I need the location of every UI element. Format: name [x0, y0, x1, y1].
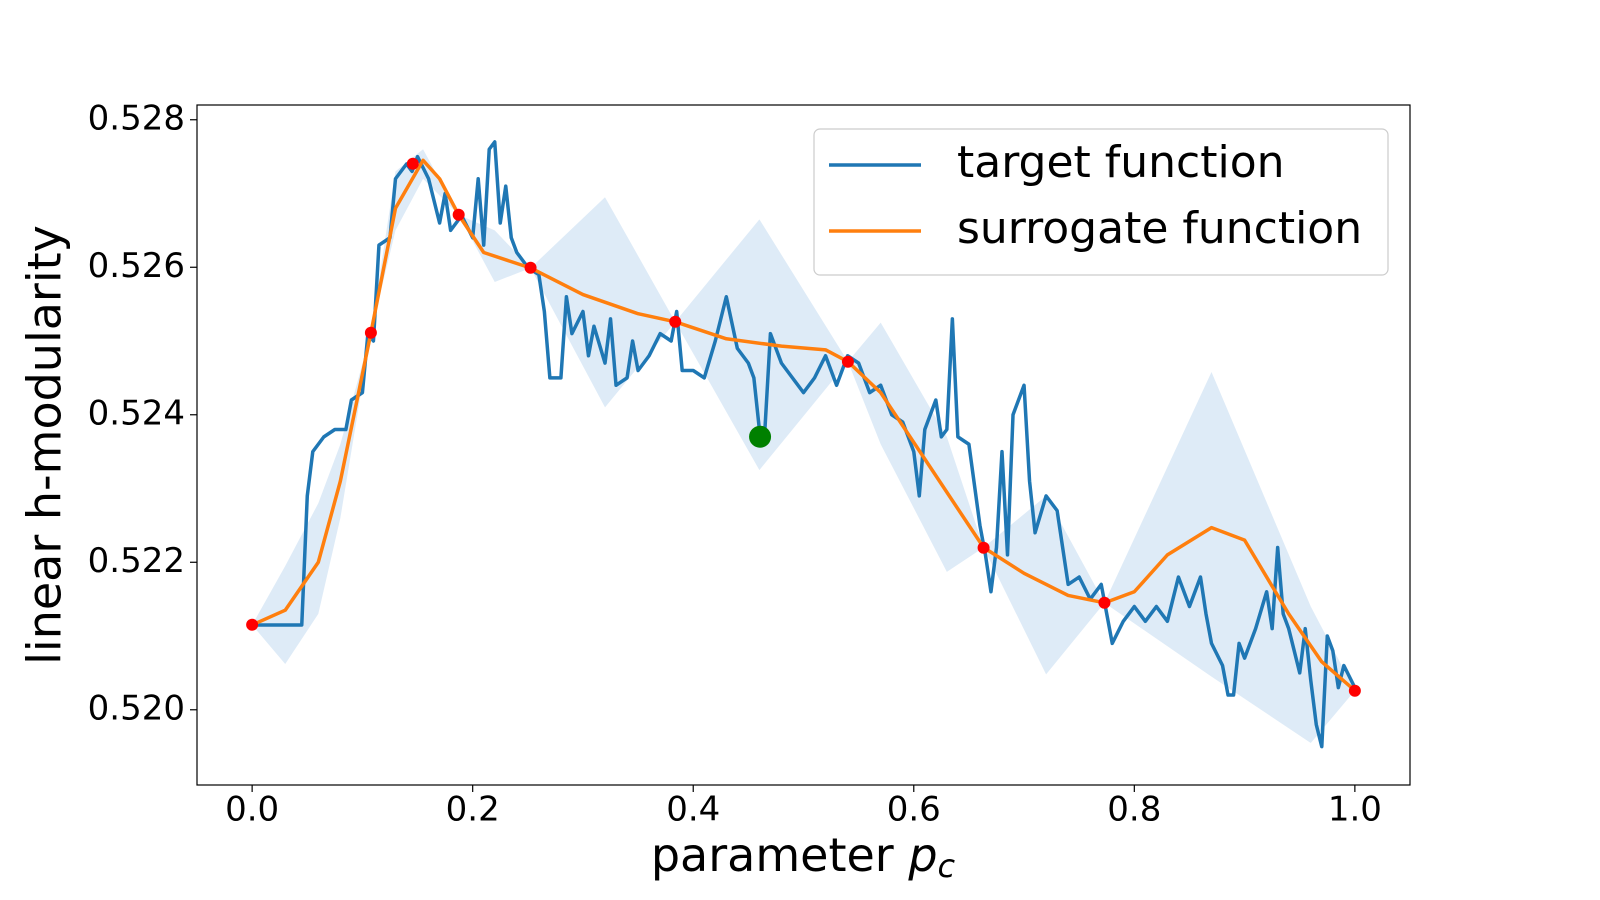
sample-point: [1098, 596, 1111, 609]
sample-point: [524, 261, 537, 274]
sample-point: [1348, 684, 1361, 697]
plot-frame: [196, 104, 1411, 786]
legend: target function surrogate function: [813, 128, 1389, 276]
sample-point: [406, 157, 419, 170]
sample-point: [841, 355, 854, 368]
sample-point: [246, 618, 259, 631]
legend-label: surrogate function: [957, 203, 1362, 254]
sample-point: [977, 541, 990, 554]
y-tick-label: 0.528: [88, 98, 185, 138]
sample-point: [669, 315, 682, 328]
x-tick-label: 0.8: [1107, 790, 1161, 830]
y-tick-label: 0.524: [88, 393, 185, 433]
x-axis-label: parameter pc: [651, 828, 956, 886]
x-tick-label: 1.0: [1328, 790, 1382, 830]
sample-point: [364, 326, 377, 339]
series-line: [251, 158, 1357, 692]
x-tick-label: 0.4: [666, 790, 720, 830]
x-axis-label-subscript: c: [938, 847, 956, 885]
legend-box: [813, 128, 1389, 276]
x-axis-label-text: parameter: [651, 828, 894, 882]
sample-point: [452, 208, 465, 221]
x-axis-label-symbol: p: [907, 828, 937, 882]
x-tick-label: 0.6: [887, 790, 941, 830]
y-tick-label: 0.522: [88, 541, 185, 581]
confidence-band: [252, 149, 1355, 743]
y-tick-label: 0.520: [88, 688, 185, 728]
legend-label: target function: [957, 137, 1285, 188]
x-tick-label: 0.2: [446, 790, 500, 830]
x-tick-label: 0.0: [225, 790, 279, 830]
optimum-point: [749, 425, 772, 448]
y-axis-label: linear h-modularity: [18, 225, 72, 665]
y-tick-label: 0.526: [88, 246, 185, 286]
